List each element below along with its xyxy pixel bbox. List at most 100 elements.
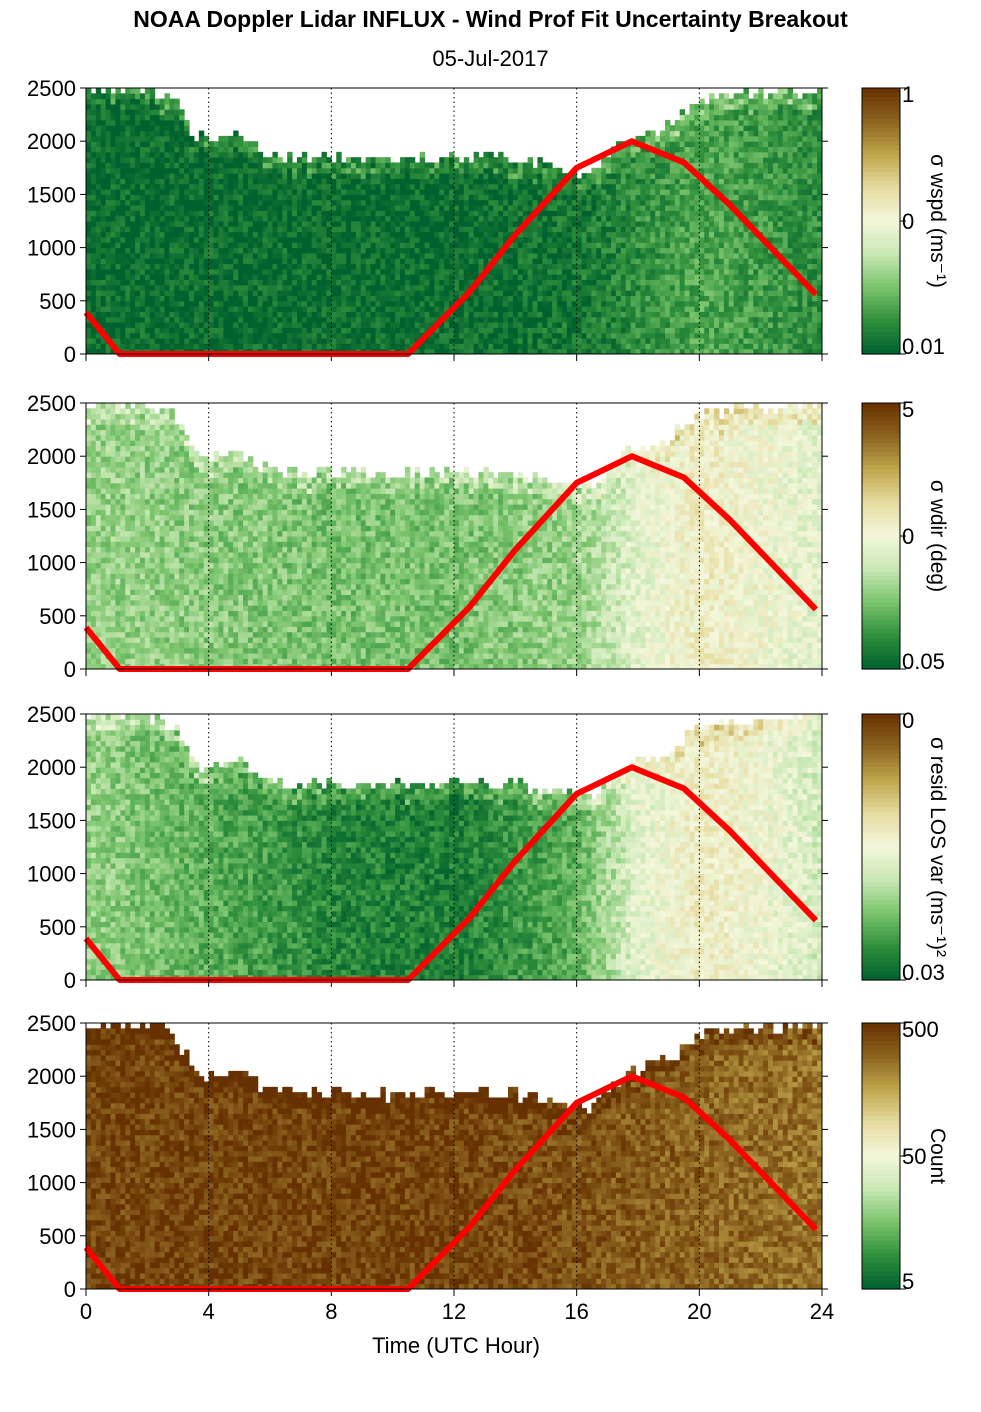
heatmap-cell: [155, 237, 160, 243]
heatmap-cell: [174, 248, 179, 254]
heatmap-cell: [228, 221, 233, 227]
heatmap-cell: [209, 216, 214, 222]
heatmap-cell: [96, 210, 101, 216]
heatmap-cell: [86, 115, 91, 121]
heatmap-cell: [165, 189, 170, 195]
heatmap-cell: [96, 99, 101, 105]
heatmap-cell: [223, 253, 228, 259]
heatmap-cell: [179, 109, 184, 115]
heatmap-cell: [106, 274, 111, 280]
heatmap-cell: [184, 216, 189, 222]
heatmap-cell: [115, 99, 120, 105]
heatmap-cell: [214, 301, 219, 307]
heatmap-cell: [228, 327, 233, 333]
heatmap-cell: [194, 290, 199, 296]
heatmap-cell: [218, 343, 223, 349]
heatmap-cell: [155, 338, 160, 344]
heatmap-cell: [86, 226, 91, 232]
heatmap-cell: [125, 152, 130, 158]
heatmap-cell: [111, 152, 116, 158]
heatmap-cell: [174, 317, 179, 323]
heatmap-cell: [86, 178, 91, 184]
heatmap-cell: [169, 343, 174, 349]
heatmap-cell: [86, 338, 91, 344]
heatmap-cell: [135, 295, 140, 301]
heatmap-cell: [189, 317, 194, 323]
heatmap-cell: [96, 200, 101, 206]
heatmap-cell: [165, 226, 170, 232]
heatmap-cell: [160, 322, 165, 328]
heatmap-cell: [169, 99, 174, 105]
heatmap-cell: [120, 258, 125, 264]
heatmap-cell: [189, 333, 194, 339]
heatmap-cell: [179, 242, 184, 248]
heatmap-cell: [199, 290, 204, 296]
heatmap-cell: [111, 168, 116, 174]
heatmap-cell: [209, 248, 214, 254]
heatmap-cell: [101, 280, 106, 286]
heatmap-cell: [96, 253, 101, 259]
heatmap-cell: [218, 173, 223, 179]
heatmap-cell: [145, 88, 150, 94]
heatmap-cell: [199, 131, 204, 137]
heatmap-cell: [106, 157, 111, 163]
heatmap-cell: [169, 157, 174, 163]
heatmap-cell: [130, 173, 135, 179]
heatmap-cell: [174, 237, 179, 243]
heatmap-cell: [91, 301, 96, 307]
heatmap-cell: [199, 274, 204, 280]
heatmap-cell: [179, 205, 184, 211]
heatmap-cell: [174, 253, 179, 259]
heatmap-cell: [101, 343, 106, 349]
heatmap-cell: [106, 216, 111, 222]
heatmap-cell: [199, 232, 204, 238]
heatmap-cell: [160, 141, 165, 147]
heatmap-cell: [145, 301, 150, 307]
heatmap-cell: [223, 301, 228, 307]
heatmap-cell: [101, 200, 106, 206]
heatmap-cell: [189, 189, 194, 195]
heatmap-cell: [155, 104, 160, 110]
heatmap-cell: [184, 152, 189, 158]
heatmap-cell: [145, 200, 150, 206]
heatmap-cell: [130, 125, 135, 131]
heatmap-cell: [194, 178, 199, 184]
heatmap-cell: [115, 258, 120, 264]
heatmap-cell: [120, 221, 125, 227]
heatmap-cell: [155, 178, 160, 184]
heatmap-cell: [111, 210, 116, 216]
heatmap-cell: [199, 327, 204, 333]
heatmap-cell: [120, 253, 125, 259]
heatmap-cell: [140, 125, 145, 131]
heatmap-cell: [135, 131, 140, 137]
heatmap-cell: [101, 115, 106, 121]
heatmap-cell: [179, 115, 184, 121]
heatmap-cell: [209, 311, 214, 317]
heatmap-cell: [145, 178, 150, 184]
heatmap-cell: [130, 343, 135, 349]
heatmap-cell: [223, 306, 228, 312]
heatmap-cell: [218, 258, 223, 264]
heatmap-cell: [184, 285, 189, 291]
heatmap-cell: [179, 258, 184, 264]
heatmap-cell: [184, 242, 189, 248]
heatmap-cell: [91, 200, 96, 206]
heatmap-cell: [101, 269, 106, 275]
heatmap-cell: [101, 274, 106, 280]
heatmap-cell: [179, 216, 184, 222]
heatmap-cell: [145, 333, 150, 339]
heatmap-cell: [86, 301, 91, 307]
heatmap-cell: [184, 301, 189, 307]
heatmap-cell: [199, 242, 204, 248]
heatmap-cell: [91, 269, 96, 275]
heatmap-cell: [150, 327, 155, 333]
heatmap-cell: [223, 327, 228, 333]
heatmap-cell: [106, 237, 111, 243]
heatmap-cell: [150, 216, 155, 222]
heatmap-cell: [160, 280, 165, 286]
heatmap-cell: [125, 295, 130, 301]
heatmap-cell: [101, 157, 106, 163]
heatmap-cell: [169, 290, 174, 296]
heatmap-cell: [106, 210, 111, 216]
heatmap-cell: [199, 322, 204, 328]
